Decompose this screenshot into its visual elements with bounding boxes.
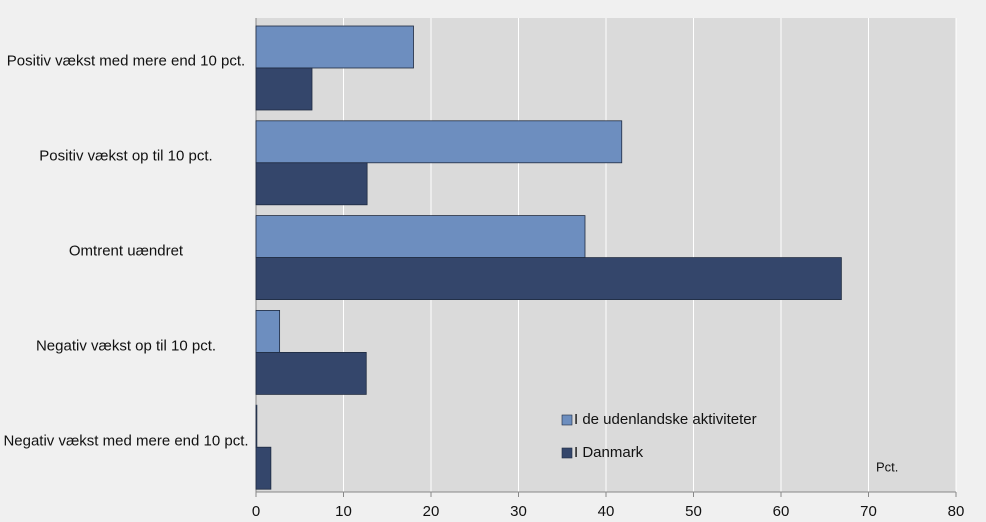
x-tick-label: 20: [423, 503, 440, 520]
bar: [255, 257, 842, 301]
x-tick-label: 80: [948, 503, 965, 520]
x-tick-label: 50: [685, 503, 702, 520]
bar: [255, 309, 281, 353]
bar: [255, 404, 258, 448]
y-tick-label: Positiv vækst op til 10 pct.: [39, 147, 213, 165]
bar: [255, 162, 368, 206]
bar: [255, 351, 367, 395]
x-tick-label: 60: [773, 503, 790, 520]
y-tick-label: Negativ vækst op til 10 pct.: [35, 337, 217, 355]
x-tick-label: 0: [252, 503, 260, 520]
x-tick-label: 40: [598, 503, 615, 520]
bar: [255, 446, 272, 490]
bar: [255, 67, 313, 111]
legend-swatch: [561, 414, 573, 426]
bar: [255, 215, 586, 259]
x-tick-label: 70: [860, 503, 877, 520]
bar: [255, 25, 414, 69]
annotation: Pct.: [876, 459, 898, 474]
legend-swatch: [561, 447, 573, 459]
y-tick-label: Negativ vækst med mere end 10 pct.: [3, 432, 249, 450]
x-tick-label: 10: [335, 503, 352, 520]
legend-label: I Danmark: [574, 444, 644, 461]
bar: [255, 120, 623, 164]
legend-label: I de udenlandske aktiviteter: [574, 411, 757, 428]
y-tick-label: Positiv vækst med mere end 10 pct.: [6, 52, 246, 70]
y-tick-label: Omtrent uændret: [68, 242, 184, 260]
x-tick-label: 30: [510, 503, 527, 520]
